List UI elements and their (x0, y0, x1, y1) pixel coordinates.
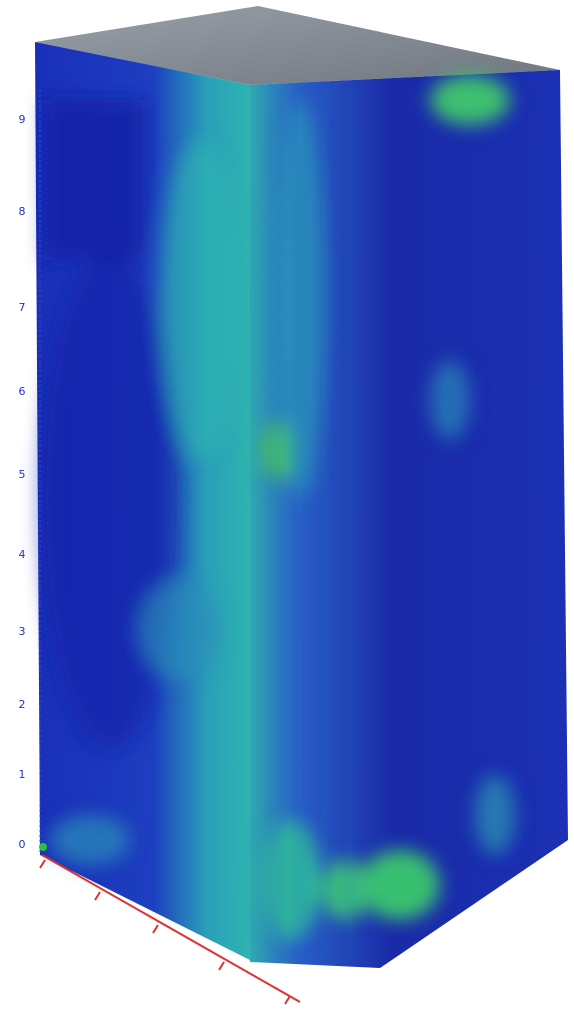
density-blobs (40, 75, 515, 940)
y-tick-label: 6 (19, 385, 26, 398)
origin (39, 843, 47, 851)
slices (274, 90, 351, 962)
y-tick-label: 0 (19, 838, 26, 851)
x-axis (39, 854, 301, 1005)
y-tick-label: 4 (19, 548, 26, 561)
y-tick-label: 7 (19, 301, 26, 314)
y-tick-label: 8 (19, 205, 26, 218)
y-tick-label: 9 (19, 113, 26, 126)
top-face (35, 6, 560, 85)
right-face (250, 70, 568, 968)
y-tick-label: 1 (19, 768, 26, 781)
y-tick-label: 2 (19, 698, 26, 711)
y-tick-label: 5 (19, 468, 26, 481)
y-tick-label: 3 (19, 625, 26, 638)
